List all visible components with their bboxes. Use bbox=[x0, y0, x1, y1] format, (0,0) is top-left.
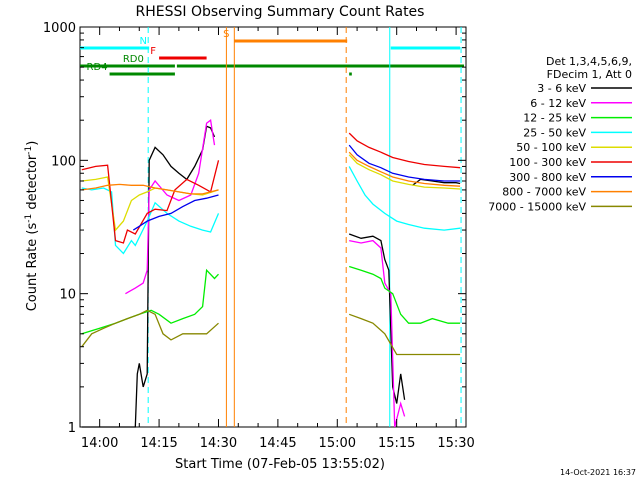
legend-entry: 50 - 100 keV bbox=[516, 141, 586, 154]
x-tick-label: 14:30 bbox=[200, 436, 237, 451]
series-line bbox=[132, 194, 219, 231]
legend-entry: 3 - 6 keV bbox=[537, 82, 586, 95]
series-line bbox=[125, 119, 216, 295]
series-line bbox=[81, 160, 220, 244]
series-line bbox=[348, 233, 406, 404]
x-tick-label: 15:00 bbox=[319, 436, 356, 451]
series-line bbox=[81, 268, 219, 335]
legend-entry: 7000 - 15000 keV bbox=[488, 200, 586, 213]
x-tick-label: 15:30 bbox=[437, 436, 474, 451]
x-tick-label: 14:45 bbox=[259, 436, 296, 451]
flag-label: N bbox=[139, 36, 146, 47]
y-axis-label-sup1: -1 bbox=[24, 214, 34, 223]
y-tick-label: 1 bbox=[68, 421, 76, 436]
legend-entry: 12 - 25 keV bbox=[523, 112, 586, 125]
x-tick-label: 15:15 bbox=[378, 436, 415, 451]
y-tick-label: 1000 bbox=[43, 21, 76, 36]
series-line bbox=[81, 309, 219, 348]
legend-entry: 300 - 800 keV bbox=[509, 171, 586, 184]
y-axis-label-main: Count Rate (s bbox=[25, 223, 40, 312]
series-line bbox=[349, 239, 406, 428]
chart-title: RHESSI Observing Summary Count Rates bbox=[136, 4, 425, 20]
legend-entry: 6 - 12 keV bbox=[530, 97, 586, 110]
legend-header-1: Det 1,3,4,5,6,9, bbox=[546, 55, 632, 68]
legend-entry: 25 - 50 keV bbox=[523, 126, 586, 139]
x-tick-label: 14:15 bbox=[140, 436, 177, 451]
y-axis-label-mid: detector bbox=[25, 154, 40, 214]
plot-border bbox=[79, 26, 467, 428]
flag-label: F bbox=[150, 46, 156, 57]
series-line bbox=[81, 187, 220, 255]
series-line bbox=[348, 151, 461, 187]
y-axis-label-sup2: -1 bbox=[24, 146, 34, 155]
y-tick-label: 10 bbox=[59, 288, 76, 303]
flag-label: RD0 bbox=[123, 54, 144, 65]
event-lines bbox=[147, 27, 462, 427]
flag-label: RD4 bbox=[87, 62, 108, 73]
x-axis: 14:00 14:15 14:30 14:45 15:00 15:15 15:30 bbox=[81, 27, 475, 451]
series-line bbox=[349, 265, 461, 324]
series-line bbox=[412, 178, 461, 186]
observing-flags: NFSRD0RD4 bbox=[80, 29, 465, 76]
series-line bbox=[348, 154, 461, 190]
y-axis-label: Count Rate (s-1 detector-1) bbox=[24, 141, 40, 312]
y-axis-label-end: ) bbox=[25, 141, 40, 146]
series-line bbox=[348, 166, 461, 231]
x-tick-label: 14:00 bbox=[81, 436, 118, 451]
plot-frame bbox=[79, 26, 467, 428]
legend-entry: 800 - 7000 keV bbox=[502, 186, 586, 199]
y-axis: 1 10 100 1000 bbox=[43, 21, 466, 436]
series-line bbox=[348, 132, 461, 169]
data-series bbox=[81, 119, 461, 428]
legend-header-2: FDecim 1, Att 0 bbox=[547, 68, 632, 81]
series-line bbox=[81, 183, 219, 195]
series-line bbox=[348, 313, 461, 356]
legend: Det 1,3,4,5,6,9, FDecim 1, Att 0 3 - 6 k… bbox=[488, 55, 632, 213]
footer-timestamp: 14-Oct-2021 16:37 bbox=[560, 468, 636, 477]
y-tick-label: 100 bbox=[51, 154, 76, 169]
series-line bbox=[348, 144, 461, 182]
legend-entry: 100 - 300 keV bbox=[509, 156, 586, 169]
x-axis-label: Start Time (07-Feb-05 13:55:02) bbox=[175, 457, 385, 472]
